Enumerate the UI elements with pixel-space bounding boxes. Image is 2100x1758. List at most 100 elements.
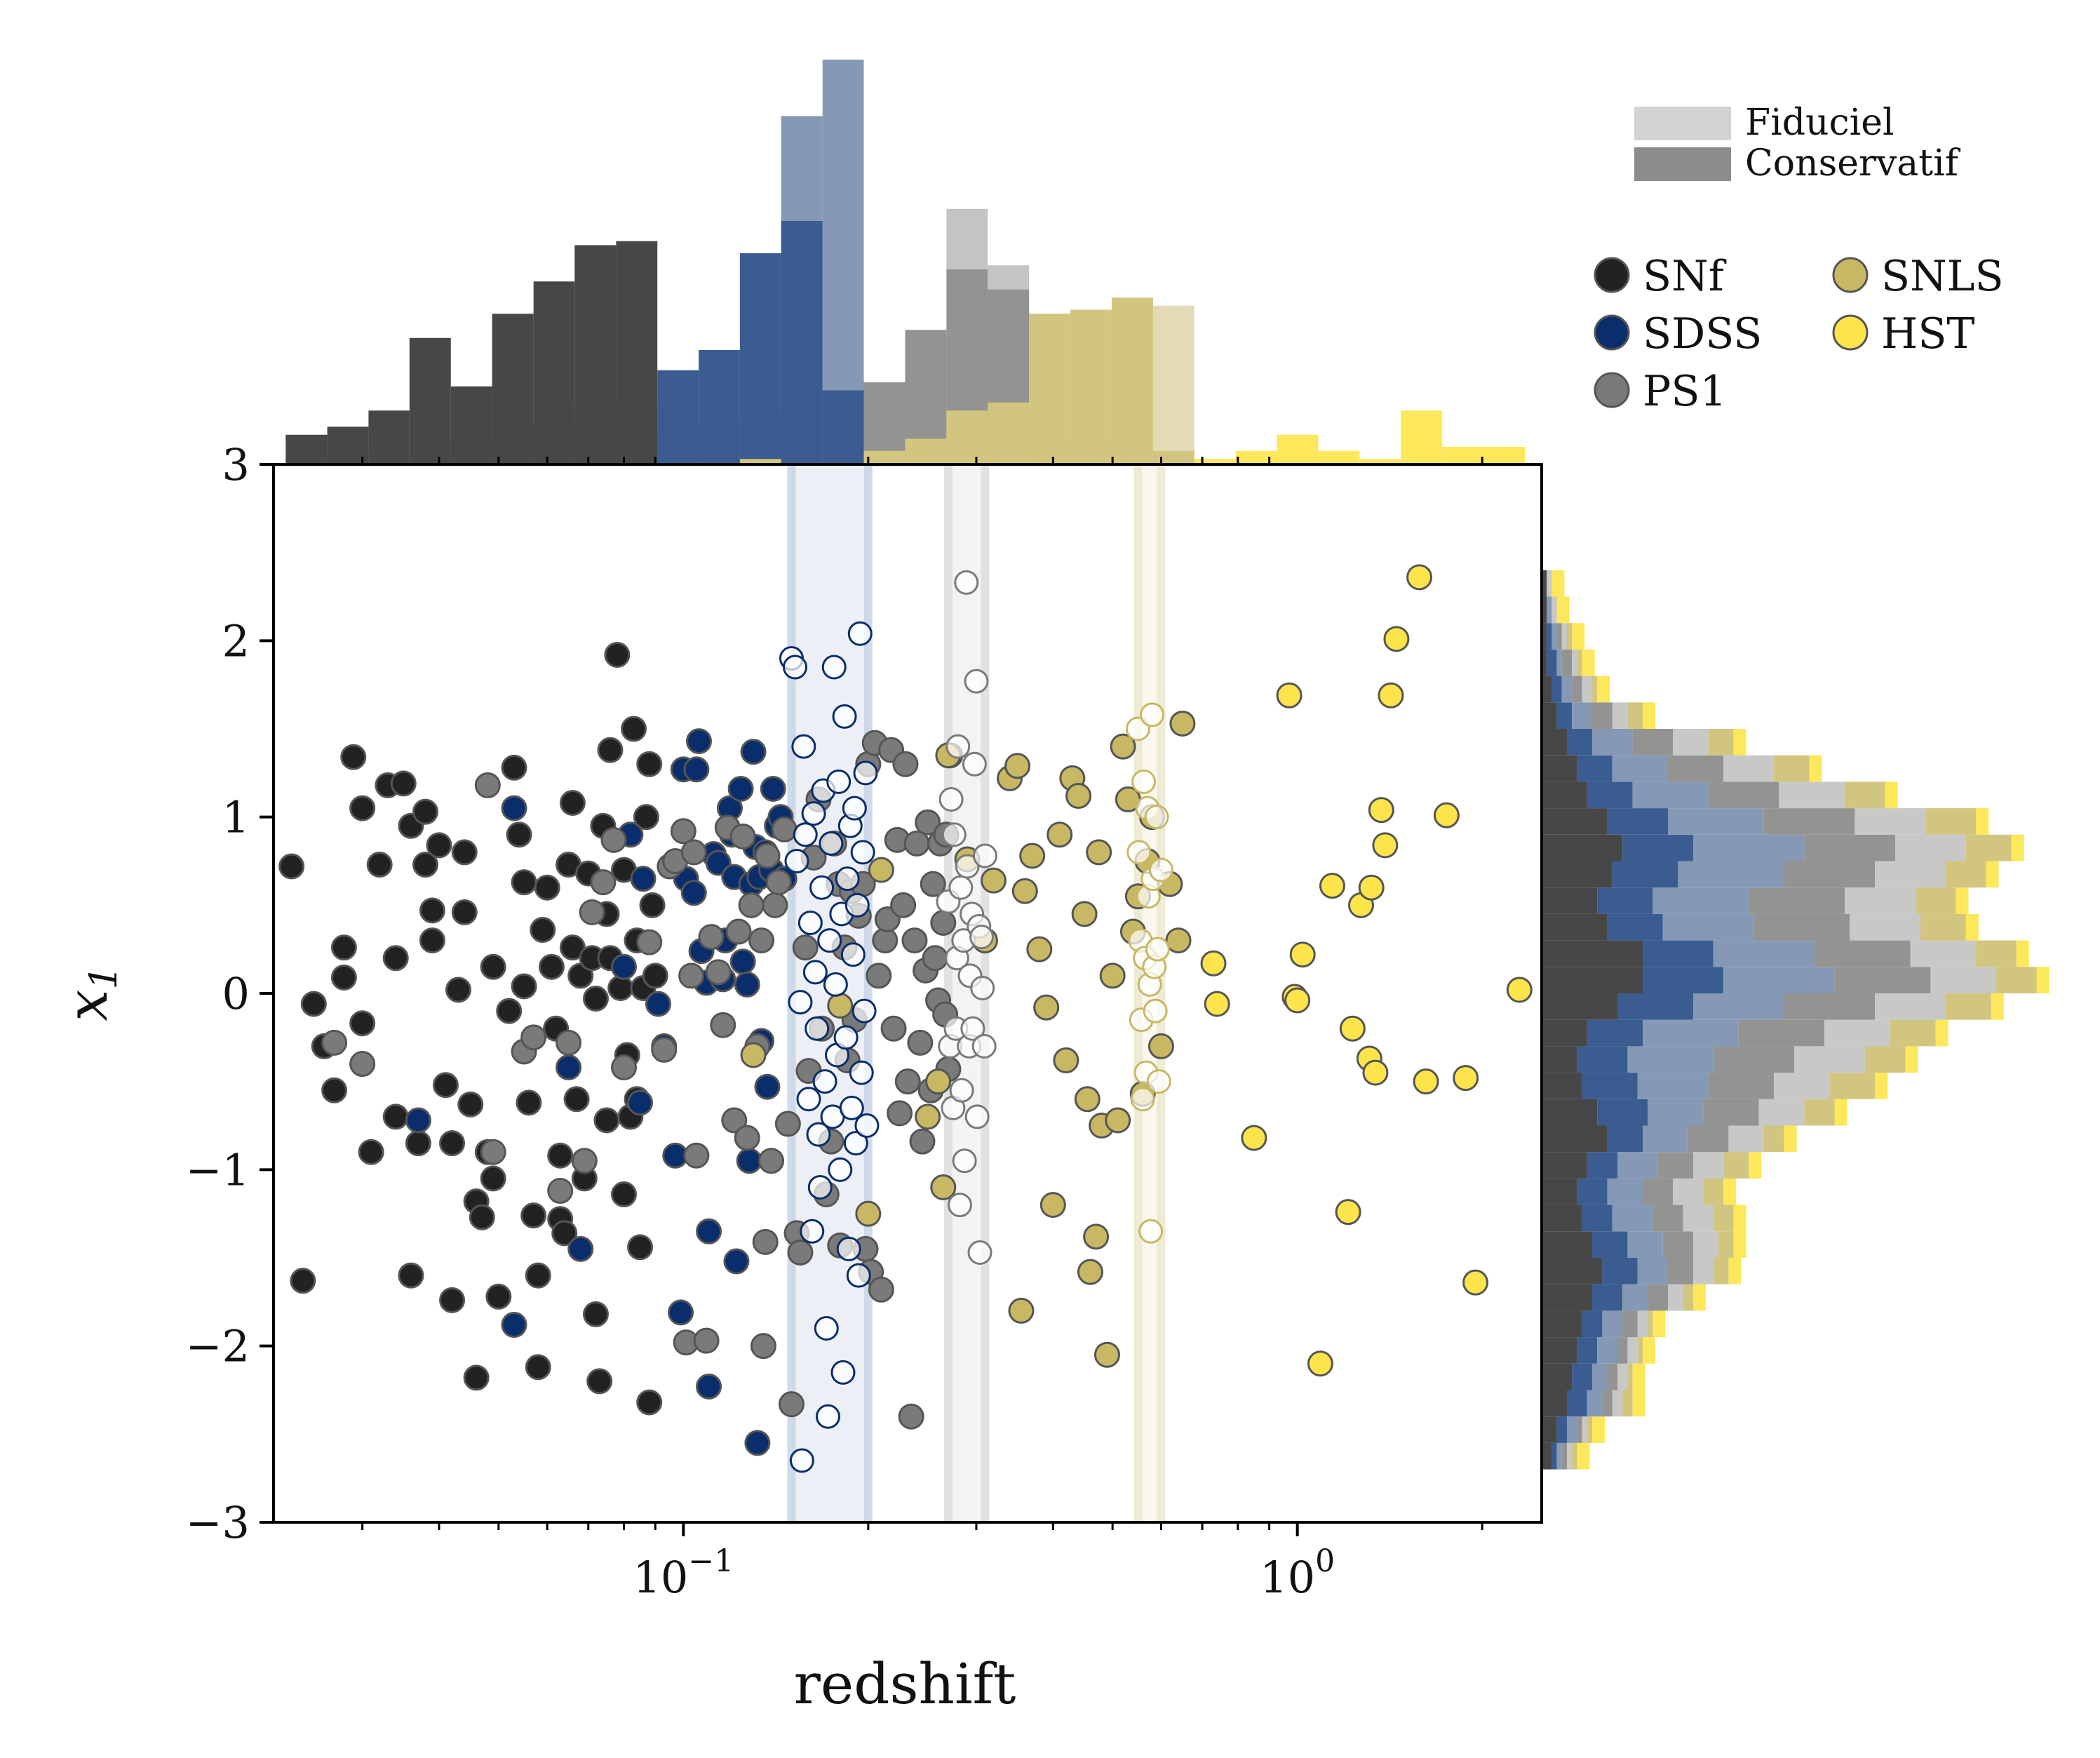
right-hist-bar bbox=[1850, 913, 1920, 941]
right-hist-bar bbox=[1728, 1125, 1764, 1153]
data-point bbox=[474, 772, 501, 798]
right-hist-bar bbox=[1713, 1258, 1729, 1284]
right-hist-bar bbox=[1643, 1337, 1655, 1364]
data-point bbox=[485, 1283, 512, 1310]
y-tick-label: −3 bbox=[186, 1497, 250, 1548]
data-point bbox=[800, 1219, 825, 1244]
data-point bbox=[1065, 783, 1092, 810]
data-point bbox=[597, 737, 624, 763]
right-hist-bar bbox=[1643, 1019, 1739, 1047]
right-hist-bar bbox=[1683, 1205, 1714, 1232]
y-tick-label: −1 bbox=[186, 1144, 250, 1195]
data-point bbox=[670, 818, 696, 845]
data-point bbox=[382, 1103, 409, 1130]
data-point bbox=[796, 1087, 821, 1112]
top-hist-bar bbox=[1029, 314, 1071, 463]
legend-label: Conservatif bbox=[1745, 142, 1961, 184]
right-hist-bar bbox=[1542, 623, 1547, 650]
data-point bbox=[784, 849, 809, 873]
right-hist-bar bbox=[1547, 596, 1552, 624]
right-hist-bar bbox=[1855, 808, 1926, 835]
data-point bbox=[340, 744, 367, 770]
top-hist-bar bbox=[739, 253, 781, 463]
right-hist-bar bbox=[1542, 1019, 1587, 1047]
right-hist-bar bbox=[1542, 1073, 1582, 1099]
right-hist-bar bbox=[1572, 649, 1577, 676]
right-hist-bar bbox=[1552, 570, 1565, 597]
band-edge bbox=[1133, 464, 1143, 1522]
right-hist-bar bbox=[1572, 702, 1592, 729]
right-hist-bar bbox=[1920, 913, 1966, 941]
data-point bbox=[520, 1024, 547, 1051]
right-hist-bar bbox=[1930, 967, 1996, 993]
top-hist-bar bbox=[368, 410, 410, 463]
right-hist-bar bbox=[1875, 993, 1946, 1020]
right-hist-bar bbox=[1875, 861, 1946, 888]
data-point bbox=[1506, 977, 1533, 1003]
right-hist-bar bbox=[1804, 834, 1895, 861]
data-point bbox=[807, 1174, 833, 1200]
data-point bbox=[903, 830, 930, 857]
data-point bbox=[955, 854, 980, 879]
data-point bbox=[1138, 1219, 1164, 1244]
y-tick-label: 3 bbox=[222, 439, 250, 490]
data-point bbox=[734, 1125, 760, 1151]
y-axis-label-main: x bbox=[55, 990, 120, 1021]
data-point bbox=[633, 804, 659, 831]
top-hist-bar bbox=[450, 386, 492, 463]
right-hist-bar bbox=[1592, 676, 1598, 703]
right-hist-bar bbox=[1592, 1231, 1628, 1258]
right-hist-bar bbox=[1758, 1099, 1805, 1126]
data-point bbox=[1011, 878, 1038, 904]
data-point bbox=[590, 869, 617, 896]
top-hist-bar bbox=[946, 410, 988, 463]
data-point bbox=[525, 1262, 551, 1289]
data-point bbox=[390, 770, 417, 797]
right-hist-bar bbox=[1552, 623, 1557, 650]
data-point bbox=[922, 945, 948, 972]
data-point bbox=[827, 993, 854, 1019]
right-hist-bar bbox=[1612, 1205, 1653, 1232]
data-point bbox=[1039, 1192, 1066, 1219]
data-point bbox=[909, 1128, 936, 1155]
right-hist-bar bbox=[1622, 834, 1693, 861]
right-hist-bar bbox=[1632, 1390, 1645, 1417]
right-hist-bar bbox=[1592, 1363, 1608, 1390]
data-point bbox=[1284, 987, 1311, 1014]
data-point bbox=[1335, 1199, 1361, 1226]
data-point bbox=[330, 934, 357, 961]
data-point bbox=[840, 942, 866, 967]
right-hist-bar bbox=[1587, 1390, 1603, 1417]
data-point bbox=[547, 1142, 574, 1169]
right-hist-bar bbox=[1592, 702, 1613, 729]
data-point bbox=[366, 852, 393, 878]
data-point bbox=[611, 1054, 638, 1081]
right-hist-bar bbox=[1733, 729, 1746, 756]
data-point bbox=[463, 1364, 490, 1391]
right-hist-bar bbox=[1587, 1416, 1592, 1443]
data-point bbox=[962, 751, 987, 777]
right-hist-bar bbox=[1607, 1125, 1643, 1153]
data-point bbox=[740, 1042, 767, 1068]
right-hist-bar bbox=[1885, 781, 1898, 809]
data-point bbox=[1462, 1269, 1489, 1296]
right-hist-bar bbox=[1552, 1442, 1557, 1470]
data-point bbox=[1053, 1047, 1079, 1074]
right-hist-bar bbox=[1622, 1390, 1633, 1417]
data-point bbox=[967, 1240, 992, 1265]
data-point bbox=[563, 1086, 590, 1113]
data-point bbox=[971, 1033, 997, 1059]
data-point bbox=[496, 998, 523, 1024]
data-point bbox=[520, 1202, 547, 1229]
right-hist-bar bbox=[1708, 781, 1779, 809]
right-hist-bar bbox=[1864, 1046, 1906, 1073]
right-hist-bar bbox=[1632, 1363, 1645, 1390]
right-hist-bar bbox=[1542, 1416, 1557, 1443]
data-point bbox=[1033, 994, 1060, 1021]
right-hist-bar bbox=[1561, 1442, 1567, 1470]
right-hist-bar bbox=[1733, 1205, 1746, 1232]
legend-label: SDSS bbox=[1643, 309, 1762, 358]
data-point bbox=[960, 1016, 985, 1041]
data-point bbox=[419, 897, 445, 924]
right-hist-bar bbox=[1653, 887, 1749, 914]
